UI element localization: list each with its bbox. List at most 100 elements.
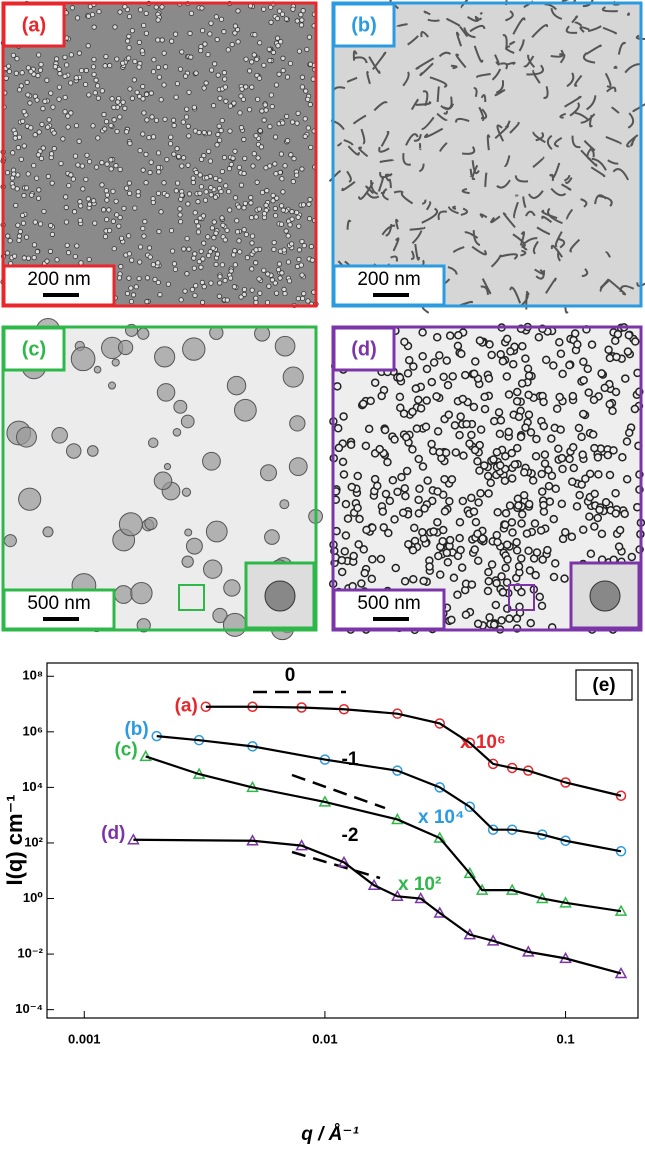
particle bbox=[110, 188, 116, 194]
particle bbox=[208, 67, 215, 73]
particle bbox=[224, 227, 230, 233]
worm bbox=[532, 69, 541, 84]
particle bbox=[301, 291, 307, 297]
particle bbox=[199, 5, 205, 11]
particle bbox=[10, 184, 16, 190]
particle bbox=[144, 91, 150, 97]
worm bbox=[566, 208, 574, 220]
particle bbox=[171, 122, 177, 129]
particle bbox=[120, 60, 126, 66]
series-label: (a) bbox=[175, 696, 198, 717]
particle bbox=[185, 201, 191, 207]
particle bbox=[162, 116, 168, 122]
worm bbox=[569, 102, 580, 117]
particle bbox=[222, 237, 228, 243]
particle bbox=[435, 570, 445, 579]
particle bbox=[280, 67, 286, 74]
particle bbox=[54, 257, 60, 263]
particle bbox=[219, 262, 226, 268]
particle bbox=[384, 528, 393, 538]
particle bbox=[143, 151, 149, 158]
particle bbox=[186, 89, 192, 95]
worm bbox=[458, 25, 469, 38]
particle bbox=[524, 390, 533, 400]
worm bbox=[467, 16, 479, 22]
particle bbox=[444, 410, 454, 419]
particle bbox=[377, 391, 386, 401]
particle bbox=[558, 464, 567, 474]
worm bbox=[505, 61, 516, 66]
particle bbox=[280, 207, 286, 213]
particle bbox=[263, 202, 269, 208]
worm bbox=[546, 134, 553, 150]
worm bbox=[352, 114, 367, 125]
vesicle bbox=[279, 499, 290, 510]
particle bbox=[296, 48, 302, 54]
particle bbox=[269, 103, 275, 110]
worm bbox=[495, 80, 505, 94]
worm bbox=[438, 51, 452, 58]
worm bbox=[464, 231, 479, 239]
particle bbox=[227, 128, 233, 134]
worm bbox=[512, 233, 526, 249]
particle bbox=[216, 137, 223, 143]
particle bbox=[557, 453, 567, 463]
worm bbox=[502, 212, 516, 229]
vesicle bbox=[203, 559, 223, 579]
particle bbox=[302, 116, 308, 122]
particle bbox=[280, 189, 286, 195]
particle bbox=[473, 556, 483, 565]
scale-factor: x 10⁴ bbox=[418, 807, 464, 828]
particle bbox=[35, 73, 41, 79]
vesicle bbox=[137, 327, 150, 340]
worm bbox=[455, 117, 470, 123]
particle bbox=[512, 387, 522, 397]
worm bbox=[402, 152, 411, 166]
particle bbox=[114, 56, 120, 62]
worm bbox=[373, 101, 388, 112]
particle bbox=[537, 469, 546, 479]
particle bbox=[597, 529, 607, 539]
x-tick-label: 0.001 bbox=[68, 1031, 101, 1046]
particle bbox=[153, 117, 160, 123]
particle bbox=[215, 72, 221, 78]
worm bbox=[521, 243, 528, 251]
worm bbox=[358, 146, 369, 158]
particle bbox=[219, 117, 225, 124]
particle bbox=[234, 218, 240, 224]
particle bbox=[274, 15, 281, 22]
particle bbox=[203, 189, 209, 195]
particle bbox=[203, 80, 209, 86]
vesicle bbox=[111, 358, 120, 367]
particle bbox=[235, 8, 241, 14]
particle bbox=[217, 280, 223, 286]
particle bbox=[275, 43, 281, 49]
particle bbox=[83, 67, 89, 74]
particle bbox=[141, 22, 147, 29]
particle bbox=[473, 529, 482, 539]
worm bbox=[368, 56, 381, 74]
worm bbox=[484, 172, 488, 187]
particle bbox=[608, 406, 617, 416]
particle bbox=[232, 30, 238, 36]
particle bbox=[534, 332, 544, 342]
particle bbox=[201, 85, 207, 91]
particle bbox=[212, 194, 219, 200]
worm bbox=[370, 180, 379, 195]
particle bbox=[213, 14, 219, 20]
particle bbox=[254, 179, 260, 185]
particle bbox=[156, 169, 162, 175]
particle bbox=[281, 286, 287, 293]
worm bbox=[478, 106, 485, 121]
particle bbox=[271, 239, 277, 246]
particle bbox=[492, 530, 502, 540]
particle bbox=[198, 264, 204, 270]
particle bbox=[21, 192, 27, 199]
particle bbox=[361, 441, 371, 451]
particle bbox=[241, 170, 247, 176]
worm bbox=[452, 246, 465, 253]
particle bbox=[585, 469, 595, 479]
particle bbox=[308, 243, 314, 250]
particle bbox=[489, 455, 498, 464]
particle bbox=[275, 35, 281, 41]
